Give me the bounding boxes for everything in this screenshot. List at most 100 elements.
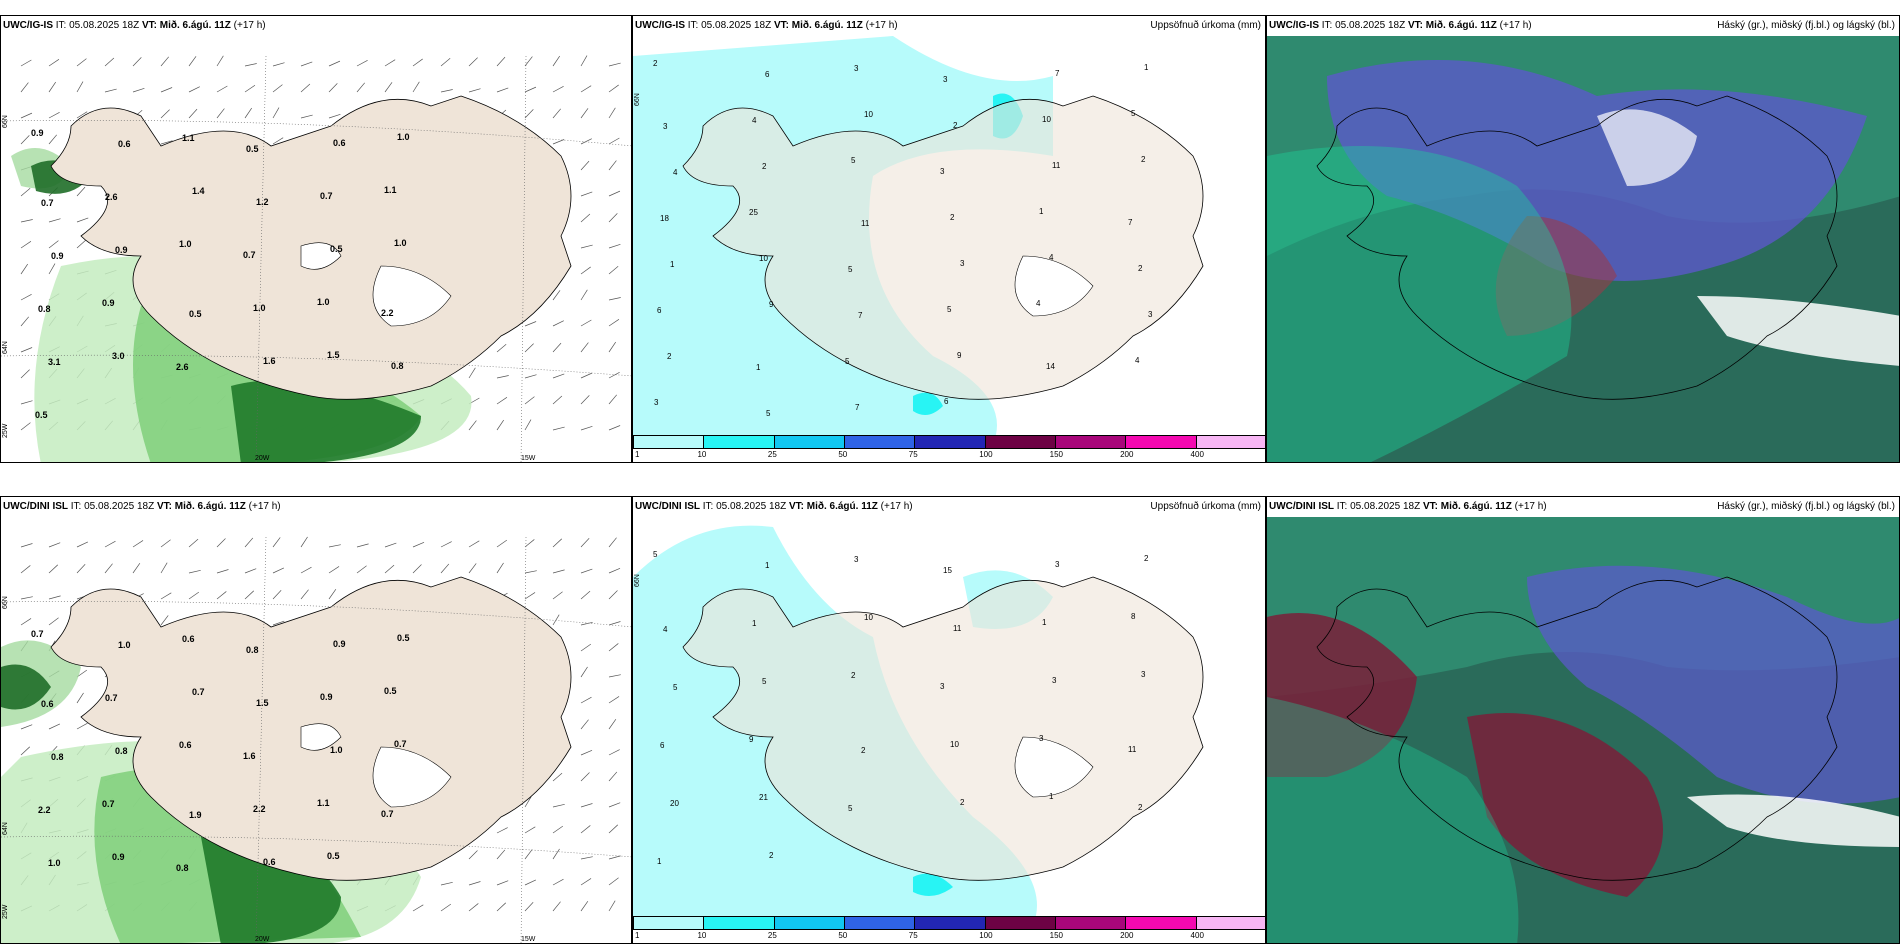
wind-barb [552,320,564,327]
value-label: 2 [953,121,958,130]
value-label: 0.6 [333,138,346,148]
wind-barb [76,563,86,574]
value-label: 3 [654,398,659,407]
value-label: 0.8 [38,304,51,314]
colorbar-label: 100 [979,450,993,459]
wind-barb [580,319,592,327]
colorbar-label: 1 [635,450,640,459]
wind-barb [440,541,452,548]
value-label: 5 [653,550,658,559]
wind-barb [552,591,563,600]
wind-barb [468,367,476,379]
wind-barb [580,372,593,379]
colorbar-segment [985,917,1056,929]
panel-title: UWC/DINI ISL IT: 05.08.2025 18Z VT: Mið.… [635,501,913,512]
wind-barb [20,724,33,730]
wind-barb [552,342,562,353]
wind-barb [160,562,168,574]
value-label: 9 [749,735,754,744]
wind-barb [48,81,57,93]
wind-barb [608,749,620,756]
panel-title: UWC/IG-IS IT: 05.08.2025 18Z VT: Mið. 6.… [1269,20,1532,31]
wind-barb [608,621,621,626]
wind-barb [468,850,478,860]
precip-panel-top: UWC/IG-IS IT: 05.08.2025 18Z VT: Mið. 6.… [632,15,1266,463]
wind-barb [524,592,536,600]
wind-barb [216,108,225,119]
wind-barb [608,802,621,808]
wind-barb [412,904,424,912]
wind-barb [552,86,564,93]
wind-barb [580,395,590,405]
value-label: 7 [858,311,863,320]
colorbar-segment [704,436,775,448]
value-label: 20 [670,799,679,808]
wind-barb [608,567,621,574]
wind-barb [580,568,593,574]
value-label: 14 [1046,362,1055,371]
value-label: 3.0 [112,351,125,361]
wind-barb [580,213,591,223]
value-label: 9 [769,300,774,309]
wind-panel-top: UWC/IG-IS IT: 05.08.2025 18Z VT: Mið. 6.… [0,15,632,463]
wind-barb [608,107,616,119]
value-label: 2.6 [105,192,118,202]
wind-barb [608,297,621,301]
wind-barb [608,190,621,197]
wind-barb [20,746,31,756]
value-label: 1 [1039,207,1044,216]
colorbar-segment [1126,436,1197,448]
lat-label-66n: 66N [2,596,9,609]
wind-barb [20,112,33,119]
wind-barb [580,85,592,93]
wind-map: 0.7 1.0 0.6 0.8 0.9 0.5 0.6 0.7 0.7 1.5 0.9 0.5 0.8 0… [1,536,631,943]
wind-barb [132,540,144,548]
value-label: 11 [1128,745,1137,754]
colorbar-segment [1196,917,1265,929]
wind-barb [104,57,115,67]
wind-barb [188,538,199,548]
value-label: 0.9 [51,251,64,261]
wind-barb [20,135,30,145]
value-label: 3 [1052,676,1057,685]
value-label: 0.6 [41,699,54,709]
value-label: 0.7 [320,191,333,201]
wind-barb [48,542,61,548]
wind-barb [608,372,620,379]
wind-barb [580,138,592,145]
wind-barb [300,83,311,93]
wind-barb [132,57,142,67]
wind-barb [580,108,589,119]
wind-barb [580,772,590,782]
wind-barb [496,375,509,379]
wind-barb [580,425,593,431]
wind-barb [524,109,534,119]
wind-barb [188,108,198,119]
panel-title: UWC/IG-IS IT: 05.08.2025 18Z VT: Mið. 6.… [635,20,898,31]
wind-barb [440,89,453,93]
panel-subtitle: Háský (gr.), miðský (fj.bl.) og lágský (… [1717,501,1895,512]
wind-barb [468,903,479,912]
colorbar-segment [915,917,986,929]
wind-barb [104,563,113,574]
value-label: 1.1 [182,133,195,143]
value-label: 2 [861,746,866,755]
colorbar-segment [844,917,916,929]
wind-barb [48,595,61,600]
value-label: 5 [762,677,767,686]
wind-barb [440,563,450,574]
wind-barb [20,316,29,327]
value-label: 0.8 [246,645,259,655]
value-label: 10 [864,613,873,622]
wind-barb [76,541,89,548]
value-label: 3 [1141,670,1146,679]
value-label: 2 [1144,554,1149,563]
lat-label-66n: 66N [634,574,641,587]
wind-barb [552,538,563,548]
value-label: 0.7 [192,687,205,697]
wind-barb [328,113,341,119]
wind-barb [244,537,254,548]
value-label: 0.5 [384,686,397,696]
value-label: 4 [1049,253,1054,262]
